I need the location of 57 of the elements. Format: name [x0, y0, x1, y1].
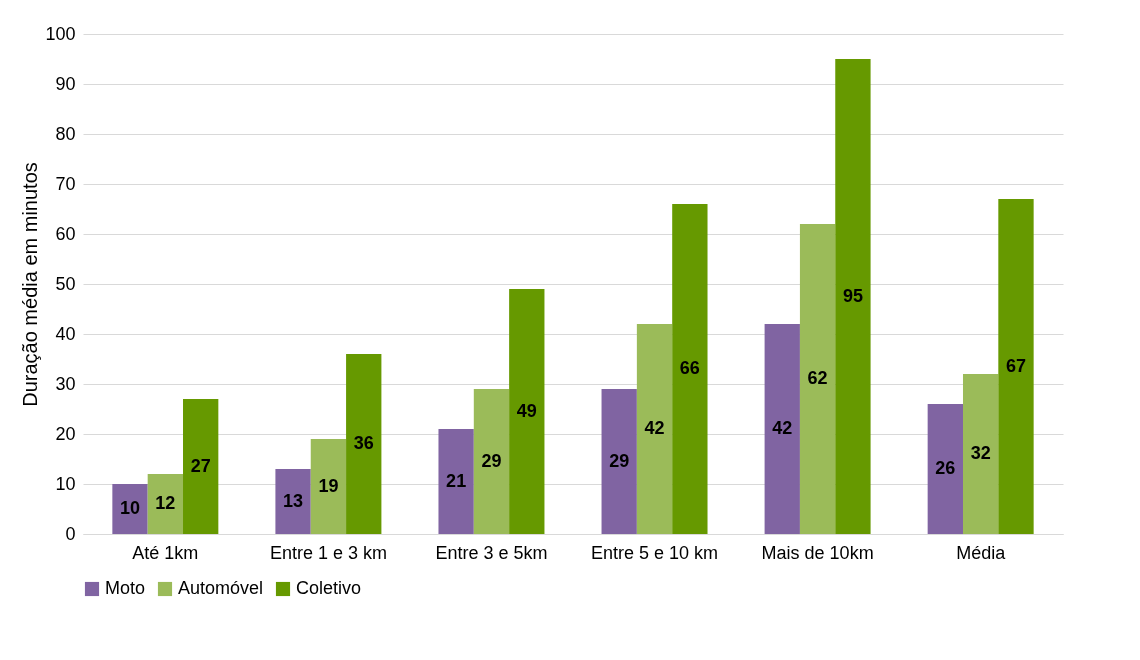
bar	[183, 399, 219, 534]
bar	[962, 374, 999, 534]
y-tick-label: 10	[55, 473, 76, 494]
data-label: 95	[842, 285, 863, 306]
data-label: 62	[807, 368, 828, 388]
y-tick-label: 70	[55, 173, 76, 194]
data-label: 13	[283, 490, 304, 511]
y-tick-label: 40	[55, 323, 76, 344]
data-label: 27	[190, 455, 211, 476]
bar	[112, 484, 148, 534]
y-tick-label: 50	[55, 273, 76, 294]
y-tick-label: 60	[55, 223, 76, 244]
data-label: 42	[644, 418, 665, 438]
legend-label: Moto	[105, 578, 146, 598]
data-label: 66	[679, 358, 700, 378]
x-tick-label: Até 1km	[132, 542, 199, 563]
x-tick-label: Entre 3 e 5km	[435, 542, 548, 563]
bar	[438, 429, 474, 534]
data-label: 26	[935, 458, 956, 478]
y-tick-label: 20	[55, 423, 76, 444]
y-axis-title: Duração média em minutos	[19, 162, 42, 407]
data-label: 29	[481, 450, 502, 471]
data-label: 19	[318, 475, 339, 496]
data-label: 21	[446, 470, 467, 491]
y-tick-label: 0	[65, 523, 76, 544]
data-label: 10	[120, 498, 141, 518]
data-label: 49	[516, 400, 537, 421]
bar	[473, 389, 510, 534]
bar	[998, 199, 1034, 534]
bar	[601, 389, 637, 534]
y-tick-label: 80	[55, 123, 76, 144]
data-label: 36	[353, 433, 374, 453]
bar	[636, 324, 673, 534]
legend-label: Coletivo	[296, 578, 362, 598]
bar	[927, 404, 963, 534]
x-tick-label: Mais de 10km	[761, 542, 874, 563]
data-label: 29	[609, 450, 630, 471]
x-tick-label: Média	[956, 542, 1007, 563]
y-tick-label: 100	[45, 23, 76, 44]
bar	[310, 439, 347, 534]
y-tick-label: 30	[55, 373, 76, 394]
bar	[509, 289, 545, 534]
y-tick-label: 90	[55, 73, 76, 94]
legend-label: Automóvel	[178, 578, 264, 598]
bar	[147, 474, 184, 534]
bar	[672, 204, 708, 534]
bar	[764, 324, 800, 534]
bar	[275, 469, 311, 534]
bar	[346, 354, 382, 534]
bar	[799, 224, 836, 534]
data-label: 67	[1005, 355, 1026, 376]
data-label: 42	[772, 418, 793, 438]
bar	[835, 59, 871, 534]
x-tick-label: Entre 1 e 3 km	[269, 542, 387, 563]
data-label: 12	[155, 493, 176, 513]
data-label: 32	[970, 443, 991, 463]
x-tick-label: Entre 5 e 10 km	[590, 542, 719, 563]
